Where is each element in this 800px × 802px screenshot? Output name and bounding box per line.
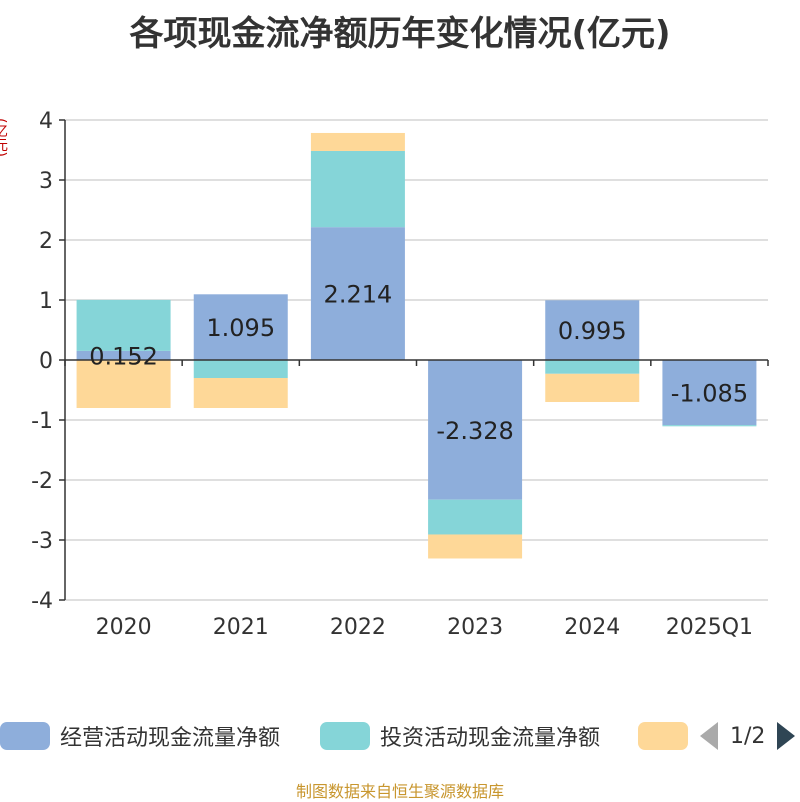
y-tick-label: 4 [39,109,53,134]
legend-swatch-operating [0,722,50,750]
x-tick-label: 2021 [213,615,269,640]
bar-segment-s0-2024[interactable] [545,300,640,360]
legend-swatch-investing [320,722,370,750]
x-tick-label: 2024 [564,615,620,640]
y-tick-label: 3 [39,169,53,194]
data-label-2021: 1.095 [206,314,275,342]
data-label-2025Q1: -1.085 [671,380,748,408]
y-tick-label: -1 [31,409,53,434]
bar-segment-s1-2021[interactable] [193,360,288,378]
bar-segment-s0-2025Q1[interactable] [662,360,757,426]
data-label-2023: -2.328 [436,417,513,445]
bar-segment-s0-2022[interactable] [310,227,405,360]
y-tick-label: 2 [39,229,53,254]
legend-item-investing[interactable]: 投资活动现金流量净额 [320,718,600,754]
y-tick-label: -2 [31,469,53,494]
legend-item-financing[interactable] [638,718,688,754]
x-tick-label: 2023 [447,615,503,640]
bar-segment-s1-2022[interactable] [310,150,405,228]
bar-segment-s1-2025Q1[interactable] [662,425,757,427]
legend-label-investing: 投资活动现金流量净额 [380,726,601,751]
bar-segment-s2-2021[interactable] [193,378,288,408]
data-source-note: 制图数据来自恒生聚源数据库 [295,782,504,801]
grid-lines [65,119,768,601]
chart-title: 各项现金流净额历年变化情况(亿元) [129,14,671,54]
bar-segment-s2-2023[interactable] [428,534,523,559]
bar-segment-s0-2023[interactable] [428,360,523,500]
legend-pager: 1/2 [700,718,796,754]
x-tick-label: 2020 [96,615,152,640]
data-label-2020: 0.152 [89,342,158,370]
bar-segment-s1-2020[interactable] [76,299,171,351]
data-label-2024: 0.995 [558,317,627,345]
y-axis-unit-label: (亿元) [0,118,8,157]
data-label-2022: 2.214 [324,281,393,309]
y-tick-label: 0 [39,349,53,374]
legend-swatch-financing [638,722,688,750]
legend-label-operating: 经营活动现金流量净额 [60,726,281,751]
bars [76,132,757,559]
legend-item-operating[interactable]: 经营活动现金流量净额 [0,718,280,754]
legend-prev-page-icon[interactable] [700,722,718,750]
y-tick-label: -4 [31,589,53,614]
bar-segment-s2-2020[interactable] [76,360,171,408]
bar-segment-s0-2021[interactable] [193,294,288,360]
bar-segment-s2-2022[interactable] [310,132,405,151]
y-tick-label: -3 [31,529,53,554]
bar-segment-s0-2020[interactable] [76,350,171,360]
bar-segment-s1-2023[interactable] [428,499,523,535]
legend-page-indicator: 1/2 [730,723,766,749]
legend: 经营活动现金流量净额 投资活动现金流量净额 [0,718,800,754]
bar-segment-s2-2024[interactable] [545,373,640,402]
legend-next-page-icon[interactable] [777,722,796,750]
y-tick-label: 1 [39,289,53,314]
axes: -4 -3 -2 -1 0 1 2 3 4 2020 2021 2022 2023 2024 2025Q1 [31,109,769,640]
x-tick-label: 2022 [330,615,386,640]
x-tick-label: 2025Q1 [666,615,753,640]
data-labels: 0.152 1.095 2.214 -2.328 0.995 -1.085 [89,281,748,445]
bar-segment-s1-2024[interactable] [545,360,640,374]
